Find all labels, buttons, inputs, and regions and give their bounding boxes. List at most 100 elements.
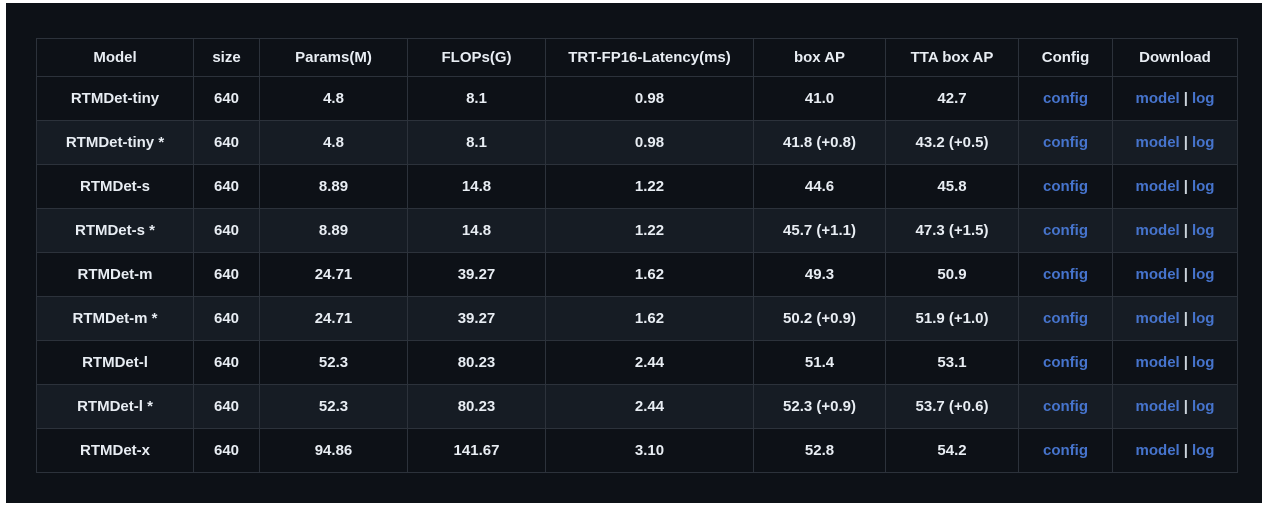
params-value: 94.86 <box>259 428 408 473</box>
config-link[interactable]: config <box>1043 398 1088 415</box>
dark-content-panel: Model size Params(M) FLOPs(G) TRT-FP16-L… <box>6 3 1262 503</box>
tta-box-ap-value: 53.7 (+0.6) <box>885 384 1019 429</box>
config-link[interactable]: config <box>1043 134 1088 151</box>
flops-value: 14.8 <box>407 208 546 253</box>
tta-box-ap-value: 53.1 <box>885 340 1019 385</box>
table-row: RTMDet-l 640 52.3 80.23 2.44 51.4 53.1 c… <box>36 340 1238 385</box>
table-row: RTMDet-tiny 640 4.8 8.1 0.98 41.0 42.7 c… <box>36 76 1238 121</box>
download-cell: model | log <box>1112 384 1238 429</box>
download-cell: model | log <box>1112 340 1238 385</box>
box-ap-value: 49.3 <box>753 252 886 297</box>
params-value: 4.8 <box>259 76 408 121</box>
params-value: 8.89 <box>259 164 408 209</box>
download-cell: model | log <box>1112 76 1238 121</box>
flops-value: 8.1 <box>407 76 546 121</box>
download-cell: model | log <box>1112 296 1238 341</box>
params-value: 52.3 <box>259 384 408 429</box>
col-header-latency: TRT-FP16-Latency(ms) <box>545 38 754 77</box>
size-value: 640 <box>193 428 260 473</box>
model-link[interactable]: model <box>1135 442 1180 459</box>
config-link[interactable]: config <box>1043 266 1088 283</box>
config-link[interactable]: config <box>1043 354 1088 371</box>
latency-value: 1.62 <box>545 252 754 297</box>
col-header-tta-box-ap: TTA box AP <box>885 38 1019 77</box>
table-row: RTMDet-s * 640 8.89 14.8 1.22 45.7 (+1.1… <box>36 208 1238 253</box>
flops-value: 14.8 <box>407 164 546 209</box>
log-link[interactable]: log <box>1191 178 1215 195</box>
config-link[interactable]: config <box>1043 222 1088 239</box>
link-separator: | <box>1183 90 1188 107</box>
model-link[interactable]: model <box>1135 90 1180 107</box>
params-value: 24.71 <box>259 252 408 297</box>
config-cell: config <box>1018 340 1113 385</box>
col-header-config: Config <box>1018 38 1113 77</box>
model-name: RTMDet-s <box>36 164 194 209</box>
tta-box-ap-value: 54.2 <box>885 428 1019 473</box>
box-ap-value: 52.8 <box>753 428 886 473</box>
table-row: RTMDet-l * 640 52.3 80.23 2.44 52.3 (+0.… <box>36 384 1238 429</box>
config-cell: config <box>1018 428 1113 473</box>
model-link[interactable]: model <box>1135 178 1180 195</box>
size-value: 640 <box>193 384 260 429</box>
download-cell: model | log <box>1112 164 1238 209</box>
box-ap-value: 41.0 <box>753 76 886 121</box>
log-link[interactable]: log <box>1191 266 1215 283</box>
tta-box-ap-value: 50.9 <box>885 252 1019 297</box>
model-link[interactable]: model <box>1135 354 1180 371</box>
log-link[interactable]: log <box>1191 222 1215 239</box>
config-cell: config <box>1018 296 1113 341</box>
model-link[interactable]: model <box>1135 310 1180 327</box>
config-link[interactable]: config <box>1043 310 1088 327</box>
link-separator: | <box>1183 134 1188 151</box>
model-link[interactable]: model <box>1135 398 1180 415</box>
table-row: RTMDet-s 640 8.89 14.8 1.22 44.6 45.8 co… <box>36 164 1238 209</box>
link-separator: | <box>1183 310 1188 327</box>
log-link[interactable]: log <box>1191 442 1215 459</box>
tta-box-ap-value: 45.8 <box>885 164 1019 209</box>
link-separator: | <box>1183 398 1188 415</box>
latency-value: 2.44 <box>545 340 754 385</box>
latency-value: 1.22 <box>545 164 754 209</box>
log-link[interactable]: log <box>1191 310 1215 327</box>
config-link[interactable]: config <box>1043 442 1088 459</box>
box-ap-value: 52.3 (+0.9) <box>753 384 886 429</box>
table-row: RTMDet-x 640 94.86 141.67 3.10 52.8 54.2… <box>36 428 1238 473</box>
log-link[interactable]: log <box>1191 134 1215 151</box>
latency-value: 0.98 <box>545 76 754 121</box>
tta-box-ap-value: 51.9 (+1.0) <box>885 296 1019 341</box>
flops-value: 80.23 <box>407 340 546 385</box>
model-name: RTMDet-l * <box>36 384 194 429</box>
config-link[interactable]: config <box>1043 178 1088 195</box>
model-link[interactable]: model <box>1135 266 1180 283</box>
flops-value: 39.27 <box>407 296 546 341</box>
link-separator: | <box>1183 266 1188 283</box>
flops-value: 39.27 <box>407 252 546 297</box>
size-value: 640 <box>193 164 260 209</box>
table-header: Model size Params(M) FLOPs(G) TRT-FP16-L… <box>36 38 1238 77</box>
size-value: 640 <box>193 208 260 253</box>
model-link[interactable]: model <box>1135 222 1180 239</box>
size-value: 640 <box>193 340 260 385</box>
params-value: 8.89 <box>259 208 408 253</box>
log-link[interactable]: log <box>1191 354 1215 371</box>
log-link[interactable]: log <box>1191 398 1215 415</box>
download-cell: model | log <box>1112 120 1238 165</box>
log-link[interactable]: log <box>1191 90 1215 107</box>
table-row: RTMDet-m 640 24.71 39.27 1.62 49.3 50.9 … <box>36 252 1238 297</box>
tta-box-ap-value: 43.2 (+0.5) <box>885 120 1019 165</box>
benchmark-table: Model size Params(M) FLOPs(G) TRT-FP16-L… <box>36 38 1238 473</box>
download-cell: model | log <box>1112 428 1238 473</box>
col-header-size: size <box>193 38 260 77</box>
header-row: Model size Params(M) FLOPs(G) TRT-FP16-L… <box>36 38 1238 77</box>
config-cell: config <box>1018 164 1113 209</box>
table-body: RTMDet-tiny 640 4.8 8.1 0.98 41.0 42.7 c… <box>36 76 1238 473</box>
config-cell: config <box>1018 252 1113 297</box>
box-ap-value: 50.2 (+0.9) <box>753 296 886 341</box>
model-link[interactable]: model <box>1135 134 1180 151</box>
config-link[interactable]: config <box>1043 90 1088 107</box>
col-header-download: Download <box>1112 38 1238 77</box>
latency-value: 0.98 <box>545 120 754 165</box>
table-row: RTMDet-tiny * 640 4.8 8.1 0.98 41.8 (+0.… <box>36 120 1238 165</box>
col-header-box-ap: box AP <box>753 38 886 77</box>
box-ap-value: 51.4 <box>753 340 886 385</box>
